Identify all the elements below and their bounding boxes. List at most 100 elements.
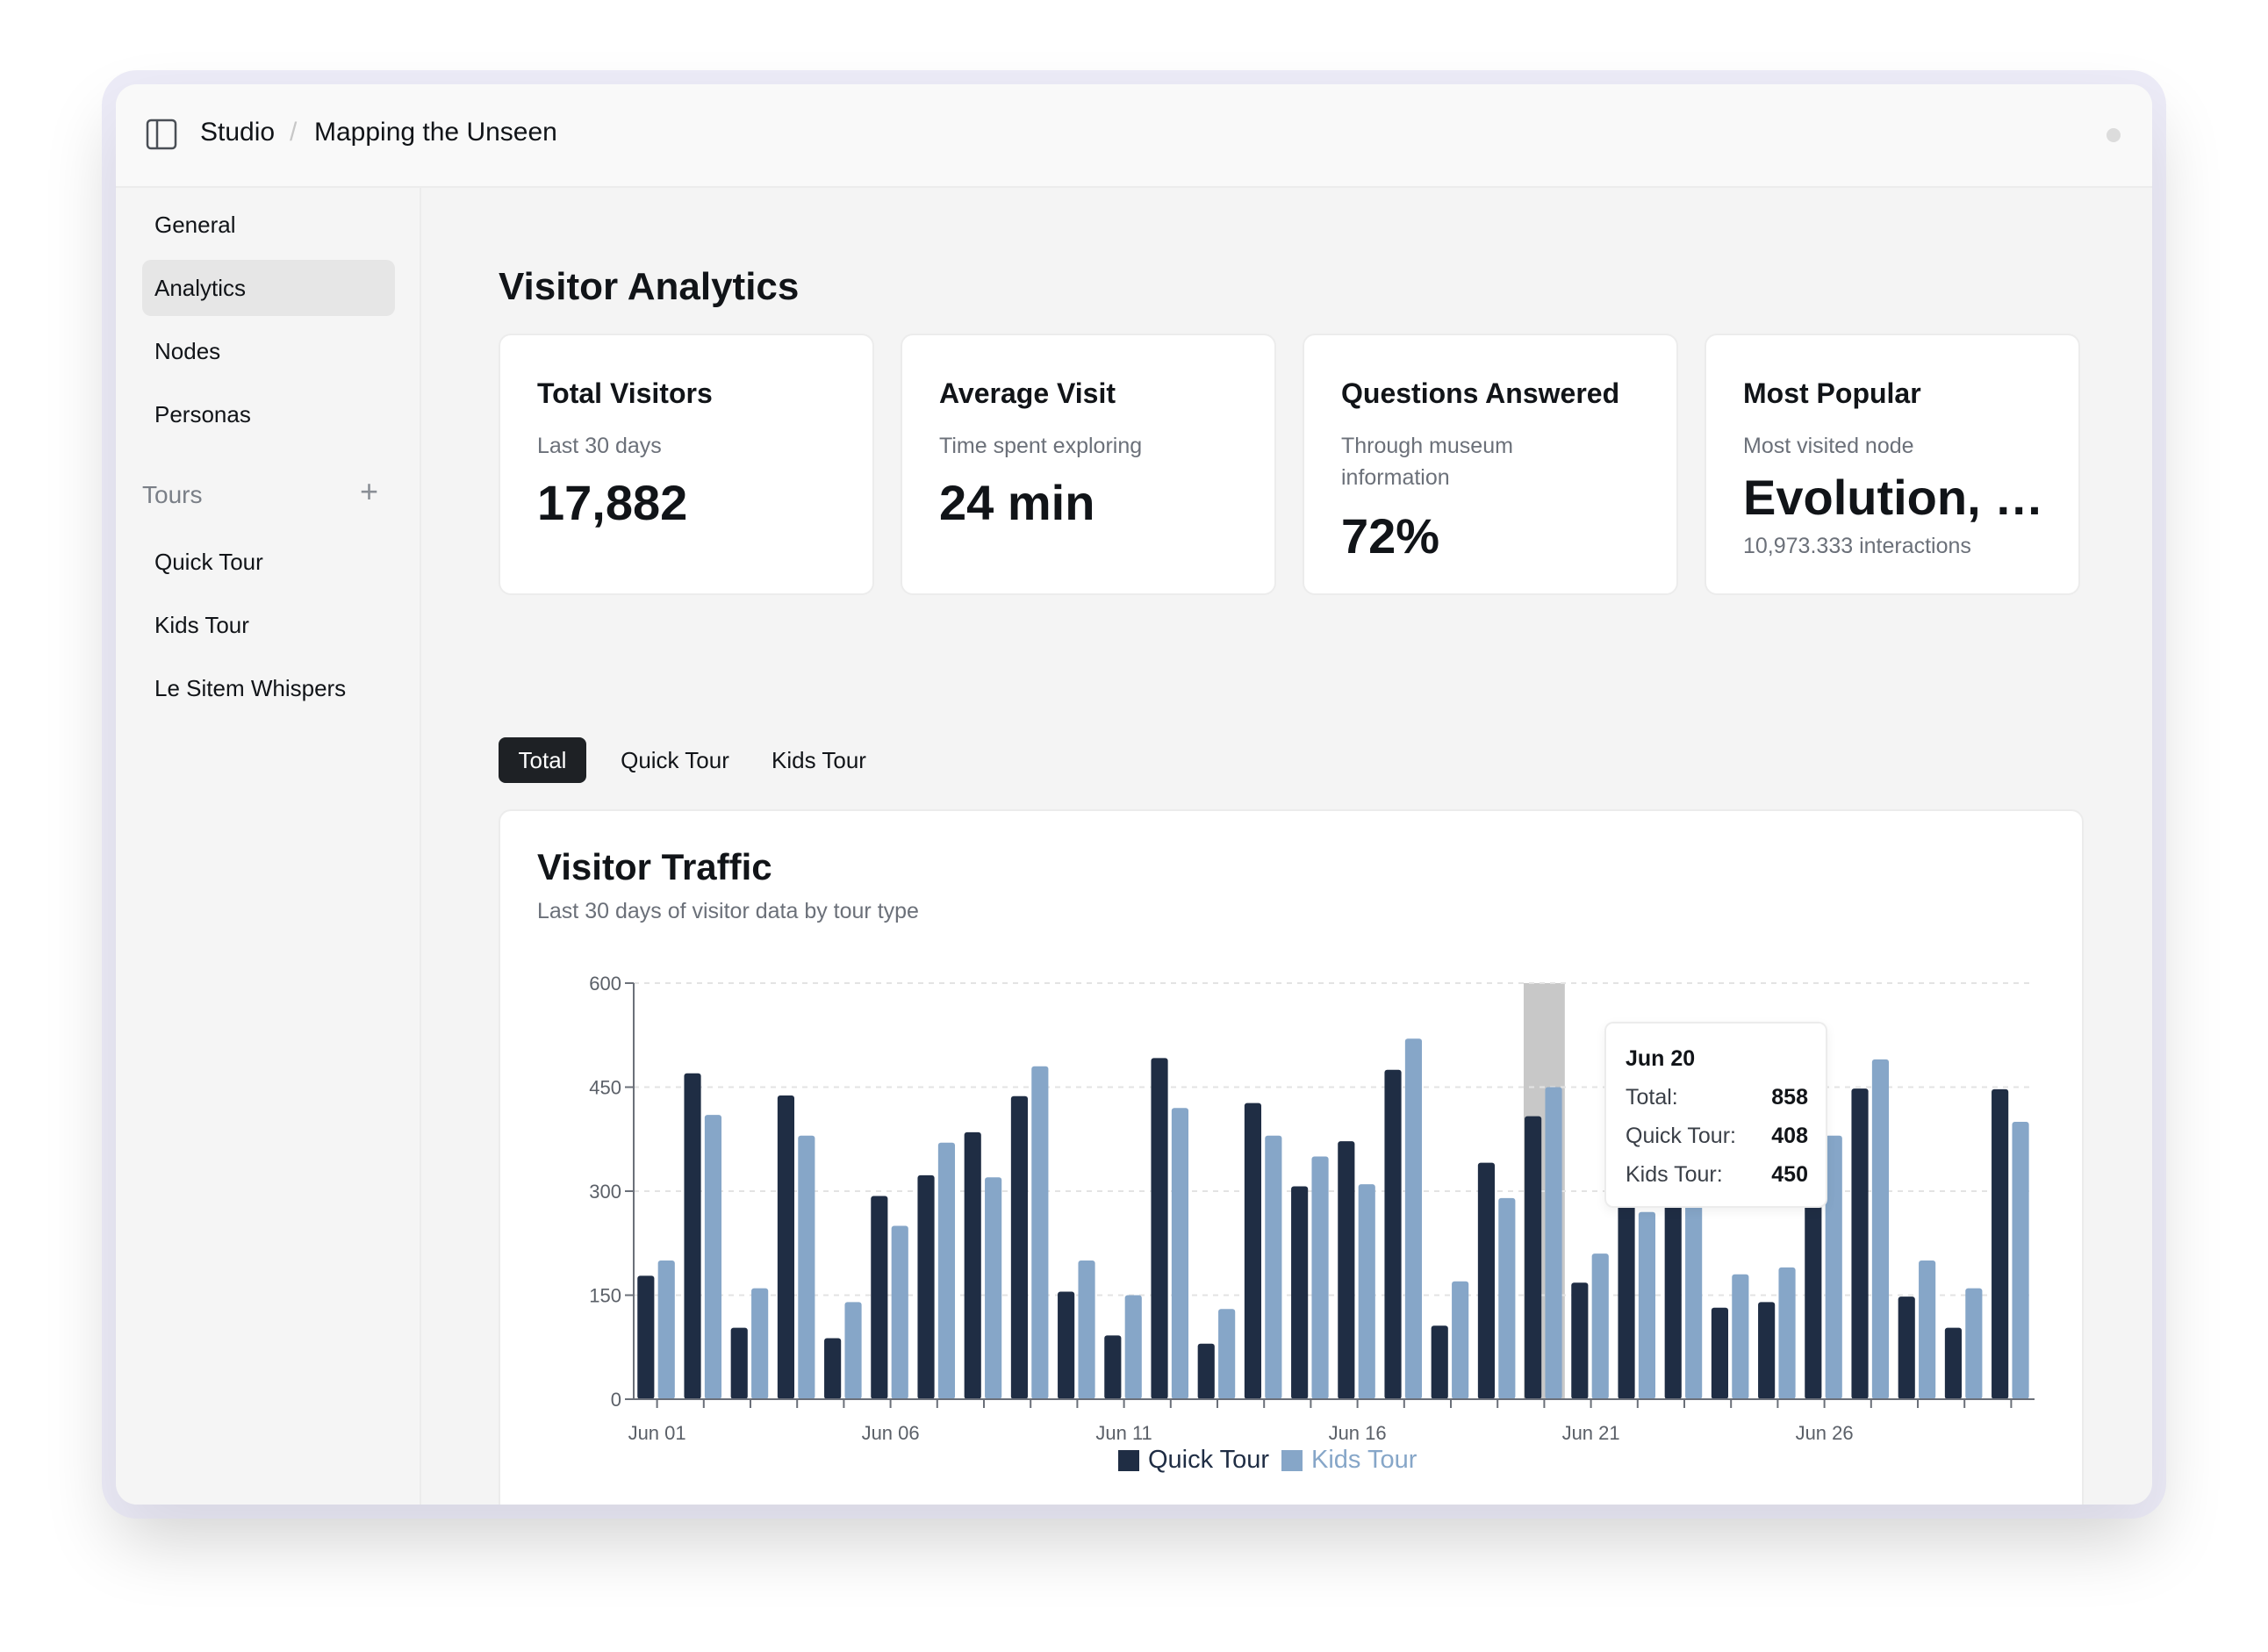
bar-quick-tour bbox=[824, 1338, 842, 1399]
breadcrumb-project[interactable]: Mapping the Unseen bbox=[314, 118, 557, 147]
y-tick-label: 0 bbox=[611, 1389, 621, 1411]
bar-kids-tour bbox=[1124, 1295, 1142, 1399]
tooltip-total-label: Total: bbox=[1626, 1085, 1678, 1110]
bar-kids-tour bbox=[1965, 1288, 1983, 1399]
tooltip-quick-value: 408 bbox=[1771, 1124, 1808, 1148]
bar-kids-tour bbox=[1825, 1135, 1842, 1399]
bar-kids-tour bbox=[937, 1142, 956, 1399]
bar-kids-tour bbox=[1591, 1253, 1609, 1399]
stat-value: 17,882 bbox=[537, 475, 688, 530]
chart-subtitle: Last 30 days of visitor data by tour typ… bbox=[537, 899, 919, 923]
bar-quick-tour bbox=[777, 1095, 795, 1399]
bar-quick-tour bbox=[730, 1327, 748, 1399]
tooltip-total-value: 858 bbox=[1771, 1085, 1808, 1110]
tooltip-kids-value: 450 bbox=[1771, 1162, 1808, 1187]
stat-value: 72% bbox=[1341, 508, 1440, 564]
stat-footnote: 10,973.333 interactions bbox=[1743, 534, 1971, 558]
bar-quick-tour bbox=[1384, 1069, 1402, 1399]
bar-kids-tour bbox=[798, 1135, 815, 1399]
bar-quick-tour bbox=[1944, 1327, 1963, 1399]
bar-kids-tour bbox=[1685, 1197, 1703, 1399]
bar-kids-tour bbox=[1871, 1059, 1890, 1399]
bar-quick-tour bbox=[1711, 1307, 1729, 1399]
bar-quick-tour bbox=[1664, 1184, 1682, 1399]
sidebar-item-personas[interactable]: Personas bbox=[154, 401, 251, 427]
bar-kids-tour bbox=[1358, 1184, 1375, 1399]
bar-kids-tour bbox=[1404, 1038, 1423, 1399]
bar-quick-tour bbox=[1525, 1116, 1542, 1399]
bar-quick-tour bbox=[1197, 1343, 1215, 1399]
bar-quick-tour bbox=[1291, 1186, 1309, 1399]
page-title: Visitor Analytics bbox=[499, 265, 800, 308]
y-tick-label: 300 bbox=[589, 1181, 621, 1203]
sidebar-item-quick-tour[interactable]: Quick Tour bbox=[154, 549, 263, 575]
stat-value: 24 min bbox=[939, 475, 1095, 530]
tours-heading: Tours bbox=[142, 481, 203, 508]
bar-quick-tour bbox=[637, 1275, 655, 1399]
bar-kids-tour bbox=[1171, 1108, 1189, 1399]
x-tick-label: Jun 26 bbox=[1796, 1422, 1854, 1444]
tab-total[interactable]: Total bbox=[499, 737, 586, 783]
stat-card-most-popular: Most Popular Most visited node Evolution… bbox=[1705, 334, 2080, 595]
bar-quick-tour bbox=[1758, 1302, 1776, 1399]
tooltip-quick-label: Quick Tour: bbox=[1626, 1124, 1736, 1148]
bar-quick-tour bbox=[1805, 1191, 1822, 1399]
bar-quick-tour bbox=[1898, 1296, 1915, 1399]
bar-kids-tour bbox=[844, 1302, 862, 1399]
sidebar-item-analytics[interactable]: Analytics bbox=[142, 260, 395, 316]
breadcrumb-studio[interactable]: Studio bbox=[200, 118, 276, 147]
stat-title: Questions Answered bbox=[1341, 377, 1620, 409]
bar-quick-tour bbox=[1477, 1162, 1496, 1399]
legend-swatch-kids-tour bbox=[1281, 1450, 1303, 1471]
bar-kids-tour bbox=[1498, 1197, 1516, 1399]
sidebar-item-general[interactable]: General bbox=[154, 212, 236, 238]
bar-kids-tour bbox=[1778, 1267, 1796, 1399]
bar-quick-tour bbox=[1058, 1291, 1075, 1399]
x-tick-label: Jun 11 bbox=[1095, 1422, 1152, 1444]
bar-kids-tour bbox=[985, 1177, 1002, 1399]
stat-card-questions-answered: Questions Answered Through museum inform… bbox=[1303, 334, 1678, 595]
bar-kids-tour bbox=[1545, 1087, 1562, 1399]
stat-title: Most Popular bbox=[1743, 377, 1921, 409]
bar-quick-tour bbox=[1151, 1058, 1168, 1399]
tab-kids-tour[interactable]: Kids Tour bbox=[772, 747, 866, 773]
stat-subtitle: Through museum information bbox=[1341, 434, 1513, 490]
bar-kids-tour bbox=[1265, 1135, 1282, 1399]
tab-quick-tour[interactable]: Quick Tour bbox=[621, 747, 729, 773]
top-bar: Studio / Mapping the Unseen bbox=[116, 84, 2152, 188]
bar-kids-tour bbox=[1031, 1066, 1049, 1399]
tooltip-kids-label: Kids Tour: bbox=[1626, 1162, 1723, 1187]
sidebar-item-kids-tour[interactable]: Kids Tour bbox=[154, 612, 249, 638]
bar-quick-tour bbox=[917, 1174, 935, 1399]
stat-title: Average Visit bbox=[939, 377, 1116, 409]
add-tour-icon[interactable]: + bbox=[360, 473, 379, 509]
x-tick-label: Jun 21 bbox=[1562, 1422, 1620, 1444]
sidebar-item-le-sitem-whispers[interactable]: Le Sitem Whispers bbox=[154, 675, 347, 701]
chart-tooltip: Jun 20 Total: 858 Quick Tour: 408 Kids T… bbox=[1604, 1022, 1827, 1208]
sidebar-toggle-icon[interactable] bbox=[146, 119, 177, 150]
bar-quick-tour bbox=[1431, 1325, 1448, 1399]
bar-quick-tour bbox=[1244, 1103, 1262, 1399]
x-tick-label: Jun 16 bbox=[1329, 1422, 1387, 1444]
chart-title: Visitor Traffic bbox=[537, 846, 772, 887]
bar-kids-tour bbox=[1218, 1309, 1236, 1399]
bar-kids-tour bbox=[704, 1115, 722, 1399]
y-tick-label: 150 bbox=[589, 1285, 621, 1307]
y-tick-label: 600 bbox=[589, 973, 621, 995]
bar-quick-tour bbox=[1010, 1095, 1029, 1399]
bar-quick-tour bbox=[1571, 1282, 1589, 1399]
stat-subtitle: Time spent exploring bbox=[939, 434, 1143, 458]
bar-quick-tour bbox=[964, 1131, 981, 1399]
bar-kids-tour bbox=[1732, 1274, 1749, 1399]
bar-quick-tour bbox=[1104, 1335, 1122, 1399]
tooltip-date: Jun 20 bbox=[1626, 1046, 1696, 1071]
status-indicator bbox=[2107, 128, 2121, 142]
visitor-traffic-card: Visitor Traffic Last 30 days of visitor … bbox=[499, 809, 2084, 1505]
stat-card-average-visit: Average Visit Time spent exploring 24 mi… bbox=[901, 334, 1276, 595]
stat-subtitle: Last 30 days bbox=[537, 434, 662, 458]
stat-subtitle: Most visited node bbox=[1743, 434, 1914, 458]
stat-value: Evolution, N... bbox=[1743, 470, 2059, 525]
sidebar-item-nodes[interactable]: Nodes bbox=[154, 338, 221, 364]
bar-kids-tour bbox=[657, 1261, 675, 1399]
visitor-traffic-chart[interactable]: 0 150 300 450 600 Jun 01 Jun 06 Jun 11 Jun 16 Jun… bbox=[500, 811, 2085, 1505]
